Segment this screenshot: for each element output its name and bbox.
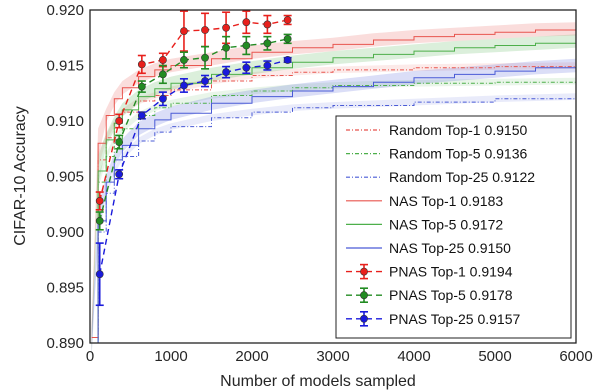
pnas-top-1-0-9194-line: [99, 19, 288, 202]
y-tick-label: 0.920: [46, 2, 84, 19]
random-top-1-0-9150-line: [91, 65, 577, 338]
pnas-top-25-0-9157-point: [137, 111, 146, 120]
pnas-top-5-0-9178-point: [158, 70, 167, 79]
pnas-top-25-0-9157-point: [158, 94, 167, 103]
nas-top-25-0-9150-legend-label: NAS Top-25 0.9150: [389, 240, 511, 256]
random-top-1-0-9150-legend-label: Random Top-1 0.9150: [389, 122, 527, 138]
x-tick-label: 1000: [154, 348, 187, 365]
pnas-top-5-0-9178-point: [222, 43, 230, 52]
pnas-top-1-0-9194-point: [283, 16, 292, 24]
y-tick-label: 0.910: [46, 113, 84, 130]
nas-top-5-0-9172-legend-label: NAS Top-5 0.9172: [389, 216, 503, 232]
pnas-top-25-0-9157-point: [222, 68, 230, 77]
y-tick-label: 0.890: [46, 335, 84, 352]
y-axis-label: CIFAR-10 Accuracy: [12, 106, 29, 246]
y-tick-label: 0.895: [46, 280, 84, 297]
nas-top-1-0-9183-legend-label: NAS Top-1 0.9183: [389, 193, 503, 209]
pnas-top-5-0-9178-point: [201, 53, 209, 62]
pnas-top-25-0-9157-point: [201, 77, 209, 85]
pnas-top-25-0-9157-line: [99, 59, 288, 275]
pnas-top-1-0-9194-legend-marker: [360, 267, 368, 276]
pnas-top-1-0-9194-point: [115, 117, 124, 125]
pnas-top-5-0-9178-legend-marker: [360, 291, 368, 300]
pnas-top-5-0-9178-point: [137, 82, 146, 91]
pnas-top-1-0-9194-point: [95, 197, 104, 205]
y-tick-label: 0.900: [46, 224, 84, 241]
pnas-top-1-0-9194-point: [222, 23, 230, 32]
pnas-top-25-0-9157-point: [242, 63, 251, 72]
pnas-top-5-0-9178-point: [263, 39, 272, 48]
plot-frame: [89, 9, 577, 344]
pnas-top-25-0-9157-point: [115, 170, 124, 179]
pnas-top-1-0-9194-point: [242, 18, 251, 27]
legend: Random Top-1 0.9150 Random Top-5 0.9136 Ra…: [335, 115, 572, 339]
x-tick-label: 2000: [235, 348, 268, 365]
pnas-series: [95, 10, 292, 307]
pnas-top-5-0-9178-point: [242, 41, 251, 50]
random-top-25-0-9122-legend-label: Random Top-25 0.9122: [389, 169, 535, 185]
pnas-top-1-0-9194-point: [201, 26, 209, 34]
pnas-top-5-0-9178-point: [95, 216, 104, 225]
pnas-top-1-0-9194-point: [263, 20, 272, 29]
pnas-top-25-0-9157-point: [263, 61, 272, 70]
pnas-top-1-0-9194-legend-label: PNAS Top-1 0.9194: [389, 264, 513, 280]
x-tick-label: 3000: [316, 348, 349, 365]
x-tick-label: 5000: [478, 348, 511, 365]
pnas-top-1-0-9194-point: [158, 56, 167, 64]
nas-top-1-0-9183-line: [91, 28, 577, 338]
pnas-top-5-0-9178-line: [99, 38, 288, 222]
x-tick-label: 6000: [559, 348, 592, 365]
pnas-top-5-0-9178-point: [115, 138, 124, 146]
pnas-top-1-0-9194-point: [180, 27, 188, 35]
random-top-25-0-9122-line: [91, 96, 577, 344]
pnas-top-5-0-9178-point: [283, 34, 292, 43]
x-axis-ticks: 0 1000 2000 3000 4000 5000 6000: [86, 348, 593, 365]
pnas-top-25-0-9157-point: [180, 81, 188, 90]
y-axis-ticks: 0.890 0.895 0.900 0.905 0.910 0.915 0.920: [46, 2, 84, 352]
pnas-top-5-0-9178-point: [180, 56, 188, 64]
pnas-top-25-0-9157-legend-marker: [360, 314, 368, 323]
pnas-top-25-0-9157-point: [95, 270, 104, 279]
nas-top-5-0-9172-line: [91, 41, 577, 344]
nas-top-25-0-9150-line: [91, 65, 577, 344]
y-tick-label: 0.915: [46, 58, 84, 75]
pnas-top-1-0-9194-point: [137, 60, 146, 69]
x-tick-label: 0: [86, 348, 94, 365]
y-tick-label: 0.905: [46, 169, 84, 186]
series-lines: [91, 28, 577, 344]
pnas-top-25-0-9157-point: [283, 56, 292, 64]
x-tick-label: 4000: [397, 348, 430, 365]
pnas-top-25-0-9157-legend-label: PNAS Top-25 0.9157: [389, 311, 520, 327]
pnas-top-5-0-9178-legend-label: PNAS Top-5 0.9178: [389, 287, 513, 303]
random-top-5-0-9136-legend-label: Random Top-5 0.9136: [389, 146, 527, 162]
x-axis-label: Number of models sampled: [220, 373, 416, 390]
